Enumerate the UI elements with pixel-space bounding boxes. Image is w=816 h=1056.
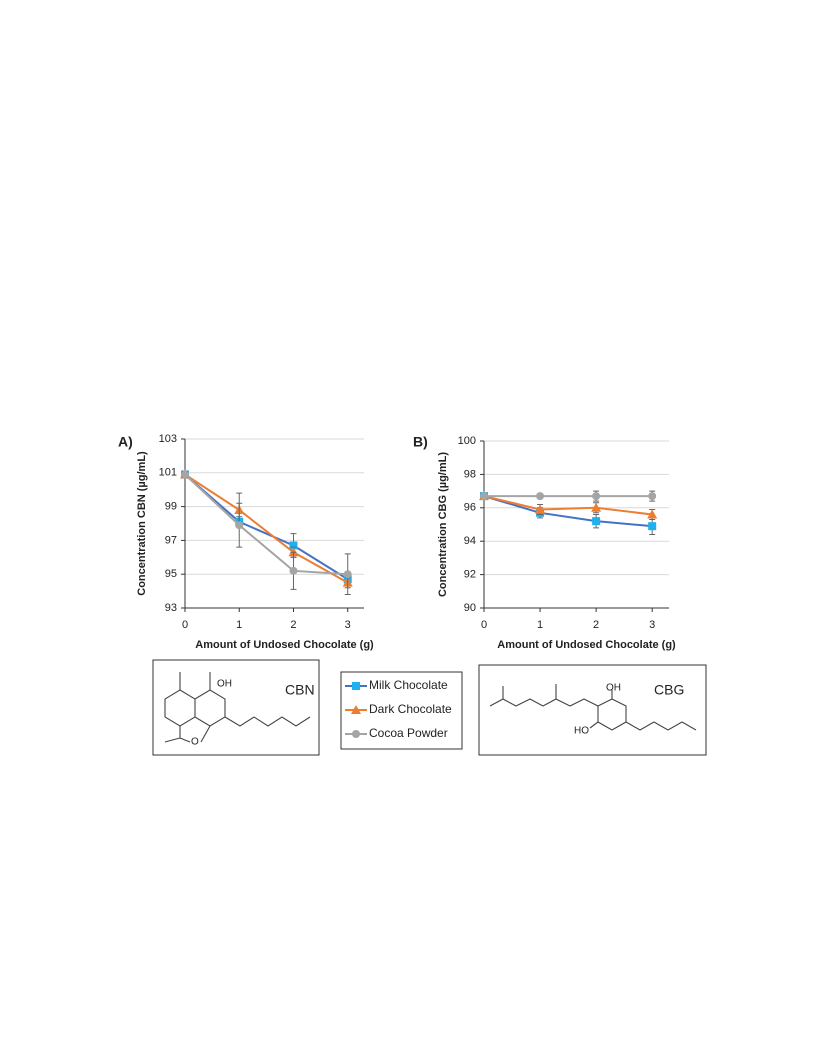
y-axis-label: Concentration CBN (µg/mL) [136, 451, 148, 596]
y-tick-label: 93 [165, 602, 177, 614]
cbn-box [152, 659, 320, 756]
marker [536, 492, 545, 501]
cbn-structure [164, 672, 311, 743]
series-line [483, 495, 653, 516]
marker [289, 566, 298, 575]
legend-label: Milk Chocolate [369, 678, 448, 692]
marker [181, 470, 189, 479]
y-tick-label: 97 [165, 534, 177, 546]
y-tick-label: 92 [464, 569, 476, 581]
x-tick-label: 3 [345, 619, 351, 631]
y-tick-label: 103 [159, 433, 177, 445]
atom-label: HO [574, 726, 589, 737]
marker [648, 522, 657, 531]
cbg-box [478, 664, 707, 756]
legend-box [340, 671, 463, 750]
x-axis-label: Amount of Undosed Chocolate (g) [195, 639, 374, 651]
x-tick-label: 2 [290, 619, 296, 631]
panel-label: A) [118, 434, 133, 450]
marker [592, 517, 601, 526]
atom-label: O [191, 737, 199, 748]
cbg-structure [489, 684, 697, 731]
marker [343, 570, 352, 579]
y-tick-label: 95 [165, 568, 177, 580]
x-tick-label: 1 [236, 619, 242, 631]
marker [352, 682, 360, 690]
y-tick-label: 99 [165, 501, 177, 513]
marker [351, 705, 361, 714]
x-tick-label: 0 [481, 619, 487, 631]
marker [591, 502, 602, 512]
marker [352, 730, 360, 738]
marker [480, 492, 488, 501]
marker [592, 492, 601, 501]
series-line [184, 473, 349, 584]
marker [648, 492, 657, 501]
marker [647, 509, 658, 519]
y-tick-label: 101 [159, 467, 177, 479]
series-line [184, 473, 348, 576]
y-tick-label: 94 [464, 535, 476, 547]
y-tick-label: 100 [458, 435, 476, 447]
atom-label: OH [606, 683, 621, 694]
panel-label: B) [413, 434, 428, 450]
y-tick-label: 90 [464, 602, 476, 614]
x-axis-label: Amount of Undosed Chocolate (g) [497, 639, 676, 651]
x-tick-label: 0 [182, 619, 188, 631]
x-tick-label: 2 [593, 619, 599, 631]
legend-label: Dark Chocolate [369, 702, 452, 716]
y-tick-label: 96 [464, 502, 476, 514]
marker [535, 504, 546, 514]
marker [235, 521, 244, 530]
structure-name: CBN [285, 682, 315, 698]
x-tick-label: 1 [537, 619, 543, 631]
y-tick-label: 98 [464, 468, 476, 480]
structure-name: CBG [654, 682, 684, 698]
marker [289, 541, 298, 550]
atom-label: OH [217, 679, 232, 690]
series-line [184, 473, 349, 581]
series-line [483, 495, 653, 528]
y-axis-label: Concentration CBG (µg/mL) [437, 452, 449, 597]
legend-label: Cocoa Powder [369, 726, 448, 740]
x-tick-label: 3 [649, 619, 655, 631]
